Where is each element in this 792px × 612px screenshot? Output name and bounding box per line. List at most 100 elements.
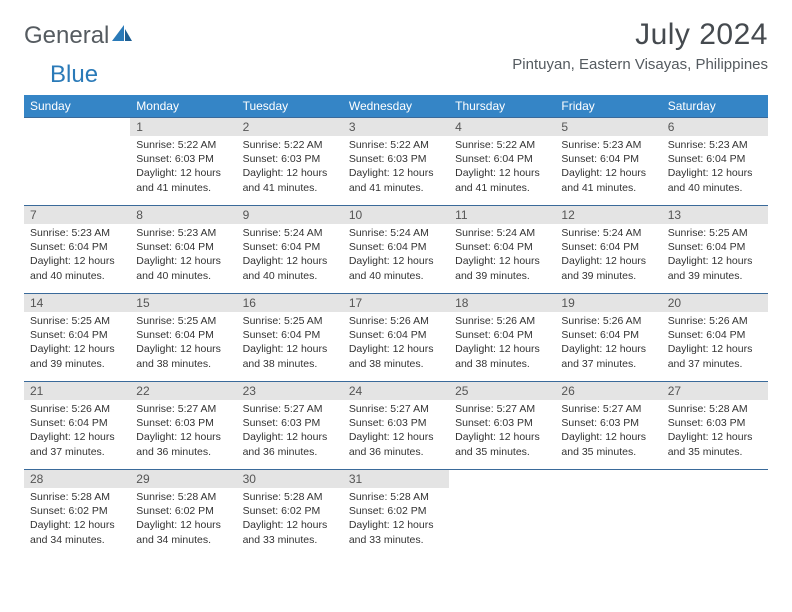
sunrise-label: Sunrise: [243, 403, 282, 415]
day-number: 22 [130, 382, 236, 400]
brand-text-general: General [24, 24, 109, 48]
sunrise-label: Sunrise: [668, 403, 707, 415]
sunrise-label: Sunrise: [243, 139, 282, 151]
sunset-value: 6:02 PM [69, 505, 108, 517]
sunrise-label: Sunrise: [455, 315, 494, 327]
calendar-day-cell: 23Sunrise: 5:27 AMSunset: 6:03 PMDayligh… [237, 382, 343, 470]
day-number: 29 [130, 470, 236, 488]
daylight-label: Daylight: [349, 519, 390, 531]
sunset-label: Sunset: [136, 241, 172, 253]
calendar-day-cell: 11Sunrise: 5:24 AMSunset: 6:04 PMDayligh… [449, 206, 555, 294]
calendar-day-cell: 7Sunrise: 5:23 AMSunset: 6:04 PMDaylight… [24, 206, 130, 294]
sunrise-value: 5:26 AM [709, 315, 748, 327]
calendar-day-cell: 5Sunrise: 5:23 AMSunset: 6:04 PMDaylight… [555, 118, 661, 206]
daylight-label: Daylight: [668, 255, 709, 267]
daylight-label: Daylight: [243, 167, 284, 179]
sunrise-label: Sunrise: [136, 403, 175, 415]
sunrise-value: 5:27 AM [390, 403, 429, 415]
day-info: Sunrise: 5:28 AMSunset: 6:03 PMDaylight:… [662, 400, 768, 463]
sunrise-value: 5:22 AM [284, 139, 323, 151]
day-number: 20 [662, 294, 768, 312]
sunset-label: Sunset: [561, 153, 597, 165]
sunset-label: Sunset: [561, 329, 597, 341]
sunrise-value: 5:24 AM [390, 227, 429, 239]
sunrise-value: 5:28 AM [284, 491, 323, 503]
day-number: 1 [130, 118, 236, 136]
sunset-label: Sunset: [243, 417, 279, 429]
sunrise-value: 5:23 AM [178, 227, 217, 239]
day-info: Sunrise: 5:28 AMSunset: 6:02 PMDaylight:… [130, 488, 236, 551]
sunrise-label: Sunrise: [455, 227, 494, 239]
sunrise-value: 5:28 AM [71, 491, 110, 503]
sunset-value: 6:04 PM [706, 153, 745, 165]
sunrise-value: 5:28 AM [178, 491, 217, 503]
sunset-label: Sunset: [455, 329, 491, 341]
daylight-label: Daylight: [455, 255, 496, 267]
sunrise-value: 5:26 AM [390, 315, 429, 327]
calendar-day-cell: 4Sunrise: 5:22 AMSunset: 6:04 PMDaylight… [449, 118, 555, 206]
sunset-value: 6:03 PM [600, 417, 639, 429]
daylight-label: Daylight: [349, 431, 390, 443]
sunrise-value: 5:28 AM [390, 491, 429, 503]
sunset-label: Sunset: [136, 153, 172, 165]
sunset-value: 6:03 PM [387, 153, 426, 165]
calendar-day-cell: 1Sunrise: 5:22 AMSunset: 6:03 PMDaylight… [130, 118, 236, 206]
day-info: Sunrise: 5:23 AMSunset: 6:04 PMDaylight:… [130, 224, 236, 287]
day-number: 17 [343, 294, 449, 312]
sunrise-value: 5:26 AM [603, 315, 642, 327]
sunrise-value: 5:27 AM [603, 403, 642, 415]
sunrise-label: Sunrise: [349, 227, 388, 239]
sunset-value: 6:04 PM [494, 241, 533, 253]
sunrise-label: Sunrise: [30, 403, 69, 415]
day-number: 9 [237, 206, 343, 224]
brand-text-blue: Blue [50, 63, 98, 87]
sunrise-label: Sunrise: [349, 491, 388, 503]
sunset-value: 6:04 PM [600, 329, 639, 341]
brand-sail-icon [112, 25, 132, 48]
sunset-value: 6:04 PM [600, 241, 639, 253]
daylight-label: Daylight: [136, 167, 177, 179]
sunrise-label: Sunrise: [349, 315, 388, 327]
day-info: Sunrise: 5:22 AMSunset: 6:03 PMDaylight:… [130, 136, 236, 199]
sunset-label: Sunset: [30, 505, 66, 517]
day-info: Sunrise: 5:22 AMSunset: 6:03 PMDaylight:… [343, 136, 449, 199]
calendar-day-cell: 22Sunrise: 5:27 AMSunset: 6:03 PMDayligh… [130, 382, 236, 470]
calendar-day-cell: 18Sunrise: 5:26 AMSunset: 6:04 PMDayligh… [449, 294, 555, 382]
day-number: 30 [237, 470, 343, 488]
day-info: Sunrise: 5:22 AMSunset: 6:03 PMDaylight:… [237, 136, 343, 199]
sunrise-value: 5:26 AM [71, 403, 110, 415]
sunrise-label: Sunrise: [561, 315, 600, 327]
day-info: Sunrise: 5:23 AMSunset: 6:04 PMDaylight:… [555, 136, 661, 199]
weekday-header: Wednesday [343, 95, 449, 118]
day-info: Sunrise: 5:23 AMSunset: 6:04 PMDaylight:… [24, 224, 130, 287]
daylight-label: Daylight: [136, 431, 177, 443]
daylight-label: Daylight: [349, 343, 390, 355]
daylight-label: Daylight: [561, 431, 602, 443]
sunrise-value: 5:25 AM [71, 315, 110, 327]
calendar-day-cell: 26Sunrise: 5:27 AMSunset: 6:03 PMDayligh… [555, 382, 661, 470]
day-info: Sunrise: 5:28 AMSunset: 6:02 PMDaylight:… [237, 488, 343, 551]
calendar-day-cell: 27Sunrise: 5:28 AMSunset: 6:03 PMDayligh… [662, 382, 768, 470]
sunrise-value: 5:25 AM [709, 227, 748, 239]
calendar-week-row: 7Sunrise: 5:23 AMSunset: 6:04 PMDaylight… [24, 206, 768, 294]
day-number: 19 [555, 294, 661, 312]
calendar-day-cell: 25Sunrise: 5:27 AMSunset: 6:03 PMDayligh… [449, 382, 555, 470]
calendar-week-row: 1Sunrise: 5:22 AMSunset: 6:03 PMDaylight… [24, 118, 768, 206]
day-info: Sunrise: 5:27 AMSunset: 6:03 PMDaylight:… [449, 400, 555, 463]
sunset-label: Sunset: [349, 153, 385, 165]
sunrise-label: Sunrise: [243, 227, 282, 239]
daylight-label: Daylight: [243, 519, 284, 531]
sunrise-label: Sunrise: [561, 227, 600, 239]
sunrise-value: 5:26 AM [497, 315, 536, 327]
sunset-label: Sunset: [668, 241, 704, 253]
calendar-day-cell: 30Sunrise: 5:28 AMSunset: 6:02 PMDayligh… [237, 470, 343, 558]
day-info: Sunrise: 5:22 AMSunset: 6:04 PMDaylight:… [449, 136, 555, 199]
sunrise-label: Sunrise: [561, 139, 600, 151]
day-info: Sunrise: 5:26 AMSunset: 6:04 PMDaylight:… [343, 312, 449, 375]
day-number: 7 [24, 206, 130, 224]
sunset-value: 6:04 PM [600, 153, 639, 165]
sunset-label: Sunset: [668, 417, 704, 429]
sunset-label: Sunset: [349, 241, 385, 253]
day-number: 6 [662, 118, 768, 136]
calendar-empty-cell [662, 470, 768, 558]
